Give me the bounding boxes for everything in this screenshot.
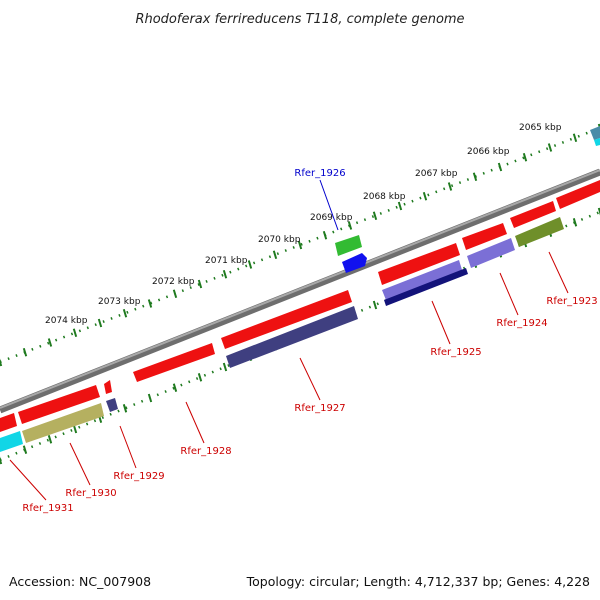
scale-major-tick [397, 201, 403, 211]
gene-feature[interactable] [342, 253, 367, 273]
gene-feature[interactable] [515, 217, 564, 247]
scale-major-tick [572, 133, 578, 143]
scale-major-tick [597, 207, 600, 216]
scale-major-tick [222, 362, 228, 372]
scale-major-tick [0, 456, 3, 465]
scale-major-tick [297, 240, 303, 250]
gene-feature[interactable] [22, 403, 104, 443]
tick-label-2071: 2071 kbp [205, 256, 248, 266]
gene-label-rfer-1930[interactable]: Rfer_1930 [65, 488, 116, 499]
gene-feature[interactable] [104, 380, 112, 394]
scale-major-tick [597, 123, 600, 132]
genome-summary-text: Topology: circular; Length: 4,712,337 bp… [246, 574, 590, 589]
scale-major-tick [197, 279, 203, 289]
gene-feature[interactable] [133, 343, 215, 382]
gene-label-rfer-1928[interactable]: Rfer_1928 [180, 446, 231, 457]
gene-label-rfer-1925[interactable]: Rfer_1925 [430, 347, 481, 358]
scale-major-tick [97, 318, 103, 328]
scale-major-tick [372, 211, 378, 221]
tick-label-2066: 2066 kbp [467, 147, 510, 157]
scale-major-tick [272, 250, 278, 260]
gene-label-rfer-1923[interactable]: Rfer_1923 [546, 296, 597, 307]
scale-major-tick [472, 172, 478, 182]
tick-label-2070: 2070 kbp [258, 235, 301, 245]
scale-major-tick [572, 218, 578, 227]
tick-label-2072: 2072 kbp [152, 277, 195, 287]
label-leaders [9, 179, 569, 501]
map-title: Rhodoferax ferrireducens T118, complete … [135, 12, 464, 27]
scale-major-tick [522, 152, 528, 162]
gene-feature[interactable] [226, 306, 358, 368]
scale-major-tick [247, 260, 253, 269]
scale-major-tick [0, 358, 3, 367]
scale-major-tick [47, 435, 53, 444]
gene-feature[interactable] [384, 268, 468, 306]
scale-major-tick [22, 347, 28, 357]
scale-major-tick [197, 373, 203, 382]
scale-major-tick [347, 221, 353, 230]
scale-major-tick [22, 445, 28, 454]
tick-label-2074: 2074 kbp [45, 316, 88, 326]
scale-major-tick [447, 182, 453, 191]
gene-feature[interactable] [0, 413, 17, 432]
gene-labels: Rfer_1926 Rfer_1923 Rfer_1924 Rfer_1925 … [22, 168, 597, 514]
gene-feature[interactable] [18, 385, 100, 424]
tick-label-2067: 2067 kbp [415, 169, 458, 179]
gene-feature[interactable] [590, 126, 600, 140]
gene-feature[interactable] [467, 238, 515, 268]
gene-feature[interactable] [510, 201, 556, 228]
gene-label-rfer-1926[interactable]: Rfer_1926 [294, 168, 345, 179]
genome-backbone [0, 168, 600, 414]
scale-major-tick [122, 404, 128, 413]
gene-feature[interactable] [594, 138, 600, 146]
gene-feature[interactable] [335, 235, 362, 256]
gene-label-rfer-1927[interactable]: Rfer_1927 [294, 403, 345, 414]
accession-text: Accession: NC_007908 [9, 574, 151, 589]
scale-major-tick [547, 143, 553, 152]
scale-major-tick [122, 308, 128, 318]
scale-major-tick [147, 393, 153, 403]
gene-feature[interactable] [462, 223, 507, 250]
gene-feature[interactable] [556, 180, 600, 209]
scale-major-tick [372, 300, 378, 310]
scale-major-tick [147, 299, 153, 308]
gene-feature[interactable] [106, 398, 118, 412]
scale-major-tick [47, 338, 53, 347]
gene-features [0, 126, 600, 452]
scale-major-tick [72, 328, 78, 338]
scale-major-tick [172, 383, 178, 392]
scale-major-tick [222, 269, 228, 279]
gene-feature[interactable] [0, 431, 23, 452]
tick-label-2065: 2065 kbp [519, 123, 562, 133]
gene-feature[interactable] [221, 290, 352, 349]
scale-major-tick [172, 289, 178, 299]
scale-major-tick [497, 162, 503, 172]
gene-feature[interactable] [382, 260, 462, 300]
scale-major-tick [422, 191, 428, 201]
gene-label-rfer-1929[interactable]: Rfer_1929 [113, 471, 164, 482]
tick-label-2073: 2073 kbp [98, 297, 141, 307]
tick-label-2069: 2069 kbp [310, 213, 353, 223]
scale-major-tick [72, 424, 78, 434]
kbp-tick-labels: 2065 kbp 2066 kbp 2067 kbp 2068 kbp 2069… [45, 123, 562, 326]
gene-feature[interactable] [378, 243, 460, 285]
tick-label-2068: 2068 kbp [363, 192, 406, 202]
gene-label-rfer-1924[interactable]: Rfer_1924 [496, 318, 547, 329]
scale-major-tick [322, 230, 328, 240]
gene-label-rfer-1931[interactable]: Rfer_1931 [22, 503, 73, 514]
